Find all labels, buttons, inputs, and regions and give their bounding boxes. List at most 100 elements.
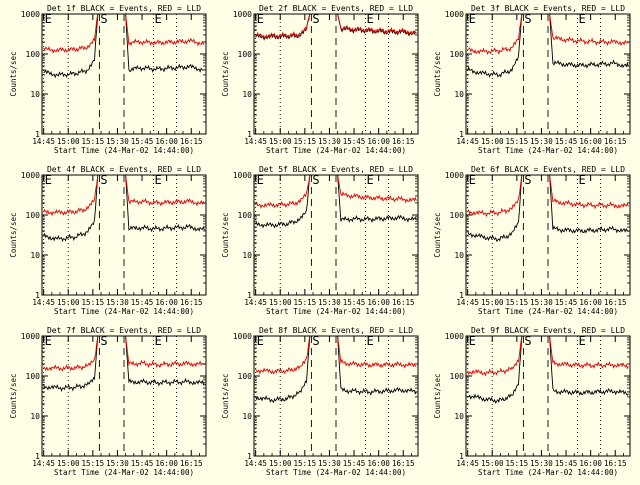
marker-label-e: E bbox=[45, 12, 52, 26]
y-tick-label: 1000 bbox=[445, 171, 464, 180]
series-line-events bbox=[43, 336, 205, 393]
x-tick-label: 15:00 bbox=[481, 137, 504, 146]
marker-label-s: S bbox=[524, 334, 531, 348]
marker-label-s: S bbox=[524, 173, 531, 187]
x-tick-label: 14:45 bbox=[32, 137, 55, 146]
plot-frame bbox=[253, 335, 419, 457]
x-tick-label: 15:15 bbox=[506, 137, 529, 146]
y-tick-label: 1 bbox=[35, 130, 40, 139]
marker-label-e: E bbox=[367, 334, 374, 348]
x-tick-label: 16:15 bbox=[604, 459, 627, 468]
y-axis-label: Counts/sec bbox=[433, 212, 442, 257]
marker-label-s: S bbox=[312, 12, 319, 26]
x-tick-label: 16:15 bbox=[392, 298, 415, 307]
y-tick-label: 1 bbox=[247, 452, 252, 461]
marker-label-s: S bbox=[312, 173, 319, 187]
x-tick-label: 14:45 bbox=[244, 137, 267, 146]
y-tick-label: 10 bbox=[454, 90, 464, 99]
chart-title: Det 2f BLACK = Events, RED = LLD bbox=[259, 4, 413, 13]
y-tick-label: 100 bbox=[238, 50, 253, 59]
x-axis-label: Start Time (24-Mar-02 14:44:00) bbox=[478, 307, 618, 316]
x-tick-label: 16:00 bbox=[155, 137, 178, 146]
series-line-lld bbox=[467, 175, 629, 218]
series-line-events bbox=[255, 336, 417, 404]
x-tick-label: 15:15 bbox=[294, 298, 317, 307]
x-tick-label: 16:15 bbox=[604, 137, 627, 146]
series-line-events bbox=[43, 175, 205, 243]
series-line-lld bbox=[467, 336, 629, 377]
x-tick-label: 15:15 bbox=[82, 459, 105, 468]
y-tick-label: 1 bbox=[459, 130, 464, 139]
x-tick-label: 15:00 bbox=[57, 298, 80, 307]
series-line-lld bbox=[255, 336, 417, 375]
x-tick-label: 16:00 bbox=[155, 459, 178, 468]
marker-label-e: E bbox=[579, 12, 586, 26]
x-tick-label: 16:15 bbox=[392, 459, 415, 468]
x-axis-label: Start Time (24-Mar-02 14:44:00) bbox=[478, 146, 618, 155]
y-tick-label: 1 bbox=[35, 291, 40, 300]
x-tick-label: 14:45 bbox=[456, 459, 479, 468]
y-axis-label: Counts/sec bbox=[221, 373, 230, 418]
x-tick-label: 15:15 bbox=[294, 459, 317, 468]
y-tick-label: 100 bbox=[450, 372, 465, 381]
x-axis-label: Start Time (24-Mar-02 14:44:00) bbox=[54, 468, 194, 477]
y-axis-label: Counts/sec bbox=[9, 373, 18, 418]
chart-title: Det 4f BLACK = Events, RED = LLD bbox=[47, 165, 201, 174]
x-tick-label: 16:15 bbox=[392, 137, 415, 146]
x-tick-label: 14:45 bbox=[32, 298, 55, 307]
chart-title: Det 5f BLACK = Events, RED = LLD bbox=[259, 165, 413, 174]
plot-frame bbox=[253, 13, 419, 135]
y-tick-label: 10 bbox=[30, 412, 40, 421]
x-tick-label: 15:00 bbox=[269, 298, 292, 307]
chart-title: Det 3f BLACK = Events, RED = LLD bbox=[471, 4, 625, 13]
marker-label-s: S bbox=[524, 12, 531, 26]
y-tick-label: 100 bbox=[238, 211, 253, 220]
marker-label-e: E bbox=[257, 12, 264, 26]
y-tick-label: 1000 bbox=[233, 171, 252, 180]
x-tick-label: 16:15 bbox=[180, 137, 203, 146]
y-axis-label: Counts/sec bbox=[433, 373, 442, 418]
series-line-lld bbox=[467, 14, 629, 56]
marker-label-s: S bbox=[312, 334, 319, 348]
x-tick-label: 15:15 bbox=[294, 137, 317, 146]
y-tick-label: 10 bbox=[242, 251, 252, 260]
y-tick-label: 100 bbox=[26, 372, 41, 381]
chart-title: Det 9f BLACK = Events, RED = LLD bbox=[471, 326, 625, 335]
y-tick-label: 1 bbox=[247, 291, 252, 300]
marker-label-e: E bbox=[367, 12, 374, 26]
marker-label-e: E bbox=[155, 334, 162, 348]
y-tick-label: 1 bbox=[247, 130, 252, 139]
y-tick-label: 1000 bbox=[21, 10, 40, 19]
x-tick-label: 16:15 bbox=[604, 298, 627, 307]
x-tick-label: 15:15 bbox=[506, 459, 529, 468]
y-axis-label: Counts/sec bbox=[9, 212, 18, 257]
x-tick-label: 15:00 bbox=[481, 459, 504, 468]
x-tick-label: 15:45 bbox=[555, 137, 578, 146]
x-axis-label: Start Time (24-Mar-02 14:44:00) bbox=[266, 146, 406, 155]
x-axis-label: Start Time (24-Mar-02 14:44:00) bbox=[266, 307, 406, 316]
plot-frame bbox=[465, 335, 631, 457]
x-tick-label: 15:45 bbox=[343, 298, 366, 307]
y-tick-label: 1 bbox=[459, 291, 464, 300]
marker-label-e: E bbox=[257, 173, 264, 187]
y-tick-label: 10 bbox=[242, 412, 252, 421]
x-tick-label: 15:45 bbox=[343, 137, 366, 146]
x-axis-label: Start Time (24-Mar-02 14:44:00) bbox=[54, 307, 194, 316]
x-axis-label: Start Time (24-Mar-02 14:44:00) bbox=[266, 468, 406, 477]
x-tick-label: 15:45 bbox=[555, 298, 578, 307]
x-tick-label: 15:00 bbox=[57, 459, 80, 468]
series-line-events bbox=[43, 14, 205, 79]
y-tick-label: 100 bbox=[26, 50, 41, 59]
marker-label-e: E bbox=[367, 173, 374, 187]
y-tick-label: 10 bbox=[454, 412, 464, 421]
x-tick-label: 15:00 bbox=[57, 137, 80, 146]
plot-frame bbox=[41, 335, 207, 457]
series-line-lld bbox=[43, 14, 205, 54]
x-tick-label: 16:00 bbox=[155, 298, 178, 307]
marker-label-s: S bbox=[100, 173, 107, 187]
marker-label-s: S bbox=[100, 334, 107, 348]
marker-label-e: E bbox=[45, 173, 52, 187]
